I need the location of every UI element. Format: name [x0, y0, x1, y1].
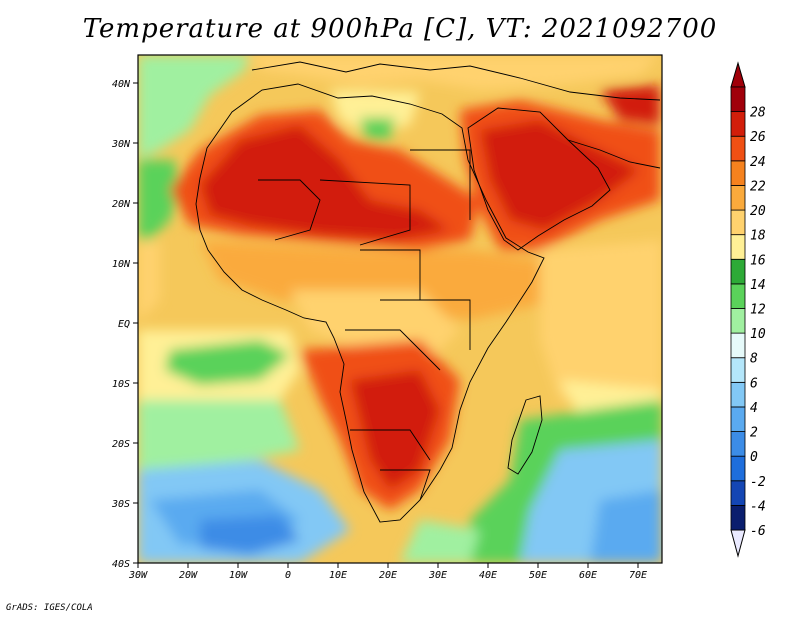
- colorbar-swatches: [730, 86, 746, 531]
- lat-tick-label: 20S: [112, 439, 130, 450]
- lon-tick-label: 10W: [229, 570, 248, 581]
- colorbar-level-label: 18: [750, 229, 766, 244]
- colorbar-swatch: [730, 357, 746, 383]
- colorbar-swatch: [730, 431, 746, 457]
- credit-text: GrADS: IGES/COLA: [6, 603, 93, 613]
- colorbar-swatch: [730, 406, 746, 432]
- lat-tick-label: EQ: [118, 319, 130, 330]
- colorbar-level-label: -2: [750, 475, 766, 490]
- colorbar-swatch: [730, 332, 746, 359]
- lat-tick-label: 30N: [111, 139, 131, 150]
- map-frame: [137, 54, 663, 564]
- lat-tick-label: 40N: [112, 79, 131, 90]
- lon-tick-label: 50E: [529, 570, 547, 581]
- lat-tick-label: 10N: [112, 259, 131, 270]
- colorbar-swatch: [730, 504, 746, 531]
- lon-tick-label: 20E: [379, 570, 397, 581]
- colorbar-swatch: [730, 135, 746, 162]
- lat-tick-label: 30S: [111, 499, 130, 510]
- colorbar-swatch: [730, 160, 746, 186]
- colorbar-level-label: 0: [750, 450, 758, 465]
- temperature-field: [138, 55, 662, 563]
- lat-tick-label: 10S: [112, 379, 130, 390]
- colorbar-swatch: [730, 308, 746, 334]
- colorbar-arrow-up-icon: [730, 61, 746, 88]
- colorbar-swatch: [730, 258, 746, 285]
- lat-tick-label: 40S: [112, 559, 130, 570]
- axis-ticks: [133, 82, 639, 568]
- colorbar-level-label: 28: [750, 106, 766, 121]
- coastlines: [195, 61, 661, 523]
- lon-axis-labels: 30W 20W 10W 0 10E 20E 30E 40E 50E 60E 70…: [128, 570, 647, 581]
- colorbar-level-label: 20: [750, 204, 766, 219]
- colorbar-level-label: 26: [750, 130, 766, 145]
- colorbar-swatch: [730, 381, 746, 408]
- colorbar-level-label: 24: [750, 155, 766, 170]
- lon-tick-label: 70E: [629, 570, 647, 581]
- colorbar-level-label: 8: [750, 352, 758, 367]
- colorbar-swatch: [730, 455, 746, 482]
- colorbar-swatch: [730, 86, 746, 113]
- colorbar-swatch: [730, 111, 746, 137]
- colorbar-level-label: 16: [750, 253, 766, 268]
- colorbar-level-label: 4: [750, 401, 758, 416]
- colorbar-level-label: -6: [750, 524, 766, 539]
- map-title: Temperature at 900hPa [C], VT: 202109270…: [82, 14, 718, 44]
- colorbar-level-label: 6: [750, 376, 758, 391]
- colorbar-level-label: 14: [750, 278, 766, 293]
- colorbar-level-label: 10: [750, 327, 766, 342]
- colorbar-swatch: [730, 185, 746, 211]
- lon-tick-label: 10E: [329, 570, 347, 581]
- colorbar-arrow-down-icon: [730, 529, 746, 558]
- colorbar-swatch: [730, 283, 746, 309]
- lat-axis-labels: 40S 30S 20S 10S EQ 10N 20N 30N 40N: [111, 79, 131, 570]
- colorbar-level-label: 12: [750, 303, 766, 318]
- lon-tick-label: 0: [285, 570, 291, 581]
- colorbar-level-label: -4: [750, 499, 766, 514]
- colorbar-level-label: 2: [750, 426, 758, 441]
- lon-tick-label: 30W: [128, 570, 148, 581]
- lon-tick-label: 40E: [479, 570, 497, 581]
- lat-tick-label: 20N: [112, 199, 131, 210]
- colorbar-swatch: [730, 234, 746, 260]
- lon-tick-label: 20W: [179, 570, 198, 581]
- lon-tick-label: 30E: [428, 570, 447, 581]
- colorbar-swatch: [730, 480, 746, 506]
- colorbar-level-label: 22: [750, 179, 766, 194]
- lon-tick-label: 60E: [579, 570, 597, 581]
- colorbar-swatch: [730, 209, 746, 236]
